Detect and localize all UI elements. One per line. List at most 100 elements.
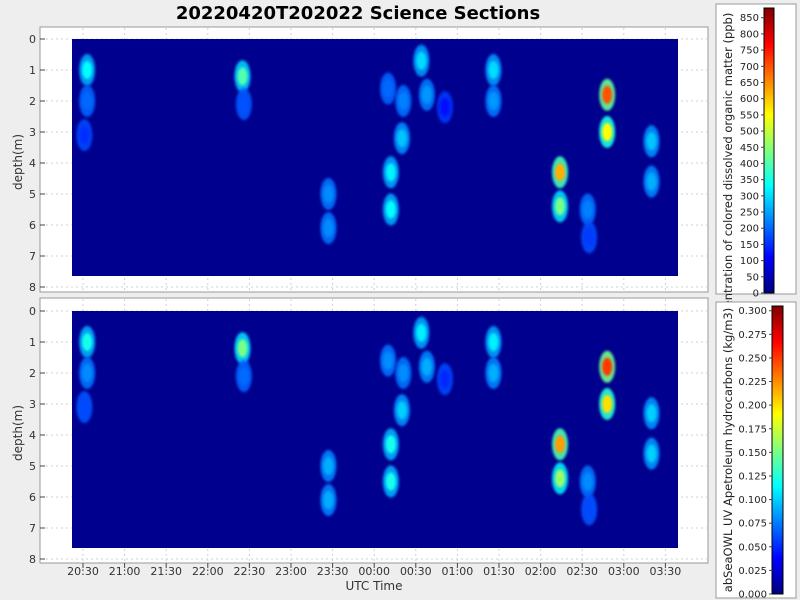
cdom-y-ticks: 0 1 2 3 4 5 6 7 8 <box>29 33 45 294</box>
cdom-colorbar-tick-label: 400 <box>740 159 759 170</box>
cdom-colorbar-tick-label: 750 <box>740 46 759 57</box>
hydrocarbon-colorbar-tick-label: 0.025 <box>738 566 767 577</box>
hydrocarbon-colorbar-tick-label: 0.050 <box>738 542 767 553</box>
cdom-colorbar-tick-label: 550 <box>740 110 759 121</box>
cdom-hotspot <box>439 98 450 117</box>
cdom-colorbar-tick-label: 300 <box>740 191 759 202</box>
hydrocarbon-colorbar-scale <box>771 305 784 595</box>
hydrocarbon-colorbar-tick-label: 0.200 <box>738 401 767 412</box>
cdom-heatmap-background <box>72 39 678 276</box>
hydrocarbon-hotspot <box>602 395 613 413</box>
cdom-heatmap <box>76 44 660 254</box>
x-tick-label: 23:00 <box>275 565 307 578</box>
cdom-hotspot <box>385 200 396 219</box>
hydrocarbon-section-panel: 0 1 2 3 4 5 6 7 8 depth(m) <box>11 297 709 566</box>
hydrocarbon-y-tick-label: 2 <box>29 367 36 380</box>
hydrocarbon-hotspot <box>602 357 613 376</box>
cdom-hotspot <box>646 132 657 151</box>
x-tick-label: 02:00 <box>525 565 557 578</box>
hydrocarbon-colorbar-tick-label: 0.000 <box>738 590 767 600</box>
cdom-hotspot <box>82 92 93 110</box>
hydrocarbon-hotspot <box>238 367 249 386</box>
x-tick-label: 22:30 <box>234 565 266 578</box>
hydrocarbon-hotspot <box>323 491 334 510</box>
x-tick-label: 20:30 <box>67 565 99 578</box>
hydrocarbon-hotspot <box>555 469 566 488</box>
hydrocarbon-y-tick-label: 6 <box>29 491 36 504</box>
hydrocarbon-colorbar-tick-label: 0.125 <box>738 471 767 482</box>
cdom-hotspot <box>323 219 334 238</box>
hydrocarbon-hotspot <box>82 333 93 351</box>
cdom-hotspot <box>555 197 566 216</box>
cdom-hotspot <box>646 172 657 191</box>
x-tick-label: 01:30 <box>483 565 515 578</box>
hydrocarbon-colorbar-tick-label: 0.225 <box>738 377 767 388</box>
hydrocarbon-hotspot <box>582 472 593 491</box>
cdom-colorbar-frame <box>715 3 797 295</box>
cdom-hotspot <box>385 163 396 182</box>
hydrocarbon-colorbar-tick-label: 0.150 <box>738 448 767 459</box>
x-tick-label: 00:30 <box>400 565 432 578</box>
hydrocarbon-hotspot <box>646 404 657 423</box>
hydrocarbon-colorbar-label: abSeaOWL UV Apetroleum hydrocarbons (kg/… <box>721 308 735 592</box>
hydrocarbon-heatmap-background <box>72 311 678 548</box>
cdom-colorbar-tick-label: 350 <box>740 175 759 186</box>
cdom-colorbar-tick-label: 600 <box>740 94 759 105</box>
cdom-hotspot <box>323 185 334 203</box>
cdom-y-tick-label: 8 <box>29 281 36 294</box>
hydrocarbon-hotspot <box>488 364 499 382</box>
cdom-hotspot <box>416 51 427 70</box>
hydrocarbon-colorbar-tick-label: 0.250 <box>738 353 767 364</box>
cdom-y-tick-label: 7 <box>29 250 36 263</box>
cdom-colorbar-tick-label: 700 <box>740 62 759 73</box>
hydrocarbon-hotspot <box>555 435 566 454</box>
hydrocarbon-colorbar-tick-label: 0.175 <box>738 424 767 435</box>
cdom-hotspot <box>79 126 90 145</box>
hydrocarbon-hotspot <box>383 351 394 370</box>
x-tick-label: 00:00 <box>358 565 390 578</box>
hydrocarbon-heatmap <box>76 316 660 526</box>
x-tick-label: 23:30 <box>317 565 349 578</box>
cdom-hotspot <box>237 67 248 86</box>
hydrocarbon-hotspot <box>416 323 427 342</box>
cdom-colorbar-tick-label: 250 <box>740 208 759 219</box>
cdom-colorbar-tick-label: 450 <box>740 143 759 154</box>
cdom-hotspot <box>488 92 499 110</box>
hydrocarbon-colorbar-tick-label: 0.100 <box>738 495 767 506</box>
hydrocarbon-hotspot <box>82 364 93 382</box>
hydrocarbon-y-tick-label: 8 <box>29 553 36 566</box>
x-tick-label: 21:30 <box>150 565 182 578</box>
hydrocarbon-hotspot <box>439 370 450 389</box>
cdom-y-tick-label: 4 <box>29 157 36 170</box>
cdom-colorbar-scale <box>763 7 775 294</box>
hydrocarbon-hotspot <box>421 357 432 376</box>
cdom-y-tick-label: 3 <box>29 126 36 139</box>
cdom-y-tick-label: 0 <box>29 33 36 46</box>
hydrocarbon-hotspot <box>584 500 595 519</box>
x-tick-label: 02:30 <box>566 565 598 578</box>
hydrocarbon-colorbar: 0.000 0.025 0.050 0.075 0.100 0.125 0.150 0.175… <box>715 301 797 600</box>
cdom-hotspot <box>602 85 613 104</box>
cdom-colorbar-tick-label: 100 <box>740 256 759 267</box>
cdom-hotspot <box>555 163 566 182</box>
figure-title: 20220420T202022 Science Sections <box>176 3 540 24</box>
x-axis-label: UTC Time <box>346 579 403 593</box>
cdom-colorbar-tick-label: 850 <box>740 13 759 24</box>
hydrocarbon-colorbar-tick-label: 0.275 <box>738 330 767 341</box>
hydrocarbon-colorbar-tick-label: 0.300 <box>738 306 767 317</box>
cdom-hotspot <box>602 123 613 141</box>
hydrocarbon-hotspot <box>398 364 409 382</box>
cdom-colorbar-tick-label: 650 <box>740 78 759 89</box>
x-tick-label: 22:00 <box>192 565 224 578</box>
hydrocarbon-colorbar-tick-label: 0.075 <box>738 519 767 530</box>
cdom-y-tick-label: 2 <box>29 95 36 108</box>
hydrocarbon-y-tick-label: 5 <box>29 460 36 473</box>
cdom-colorbar-ticks: 0 50 100 150 200 250 300 350 400 450 500 550 600 650 7… <box>740 13 764 300</box>
hydrocarbon-y-axis-label: depth(m) <box>11 405 25 461</box>
hydrocarbon-y-tick-label: 3 <box>29 398 36 411</box>
hydrocarbon-colorbar-ticks: 0.000 0.025 0.050 0.075 0.100 0.125 0.150 0.175… <box>738 306 772 600</box>
cdom-y-tick-label: 1 <box>29 64 36 77</box>
time-x-axis: 20:30 21:00 21:30 22:00 22:30 23:00 23:30 00:00… <box>67 563 681 578</box>
